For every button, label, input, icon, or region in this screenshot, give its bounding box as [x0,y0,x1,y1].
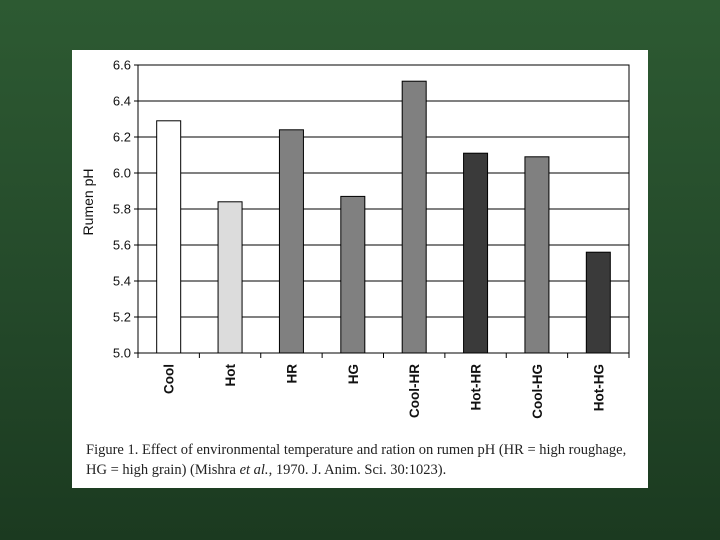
y-tick-label: 6.4 [113,94,131,109]
x-tick-label: Hot-HG [591,364,606,411]
x-tick-labels: Cool Hot HR HG Cool-HR Hot-HR Cool-HG Hot-HG [162,364,607,419]
bar-hot-hg [585,251,611,354]
bar-chart: 5.05.25.45.65.86.06.26.46.6 Cool Hot HR HG C… [80,58,630,419]
bar-cool-hr [401,80,427,354]
x-tick-label: Hot-HR [469,364,484,411]
bar-hg [340,195,366,354]
bar-cool-hg [524,156,550,354]
caption-text-2: , 1970. J. Anim. Sci. 30:1023). [268,462,447,478]
bar-cool [156,120,182,354]
y-tick-label: 5.8 [113,202,131,217]
x-tick-label: HG [346,364,361,384]
y-axis-title: Rumen pH [80,169,96,236]
x-tick-label: Cool-HR [407,364,422,418]
y-tick-label: 5.6 [113,238,131,253]
y-tick-label: 6.0 [113,166,131,181]
bar-hot-hr [463,152,489,354]
bar-hr [278,129,304,354]
x-tick-label: HR [284,364,299,384]
y-tick-label: 6.6 [113,58,131,73]
y-tick-label: 5.4 [113,274,131,289]
y-tick-label: 5.0 [113,346,131,361]
y-tick-label: 6.2 [113,130,131,145]
bars [156,80,611,354]
x-tick-label: Cool [162,364,177,394]
caption-et-al: et al. [239,462,269,478]
chart-figure: 5.0 5.2 5.4 5.6 5.8 6.0 6.2 6.4 6.6 Cool Hot HR HG C… [72,50,648,488]
gridlines [138,64,629,318]
y-tick-label: 5.2 [113,310,131,325]
bar-hot [217,201,243,354]
axes [134,64,630,358]
x-tick-label: Cool-HG [530,364,545,419]
y-tick-labels: 5.0 5.2 5.4 5.6 5.8 6.0 6.2 6.4 6.6 [113,58,131,361]
figure-caption: Figure 1. Effect of environmental temper… [86,440,638,480]
caption-text-1: Figure 1. Effect of environmental temper… [86,442,627,478]
x-tick-label: Hot [223,364,238,387]
